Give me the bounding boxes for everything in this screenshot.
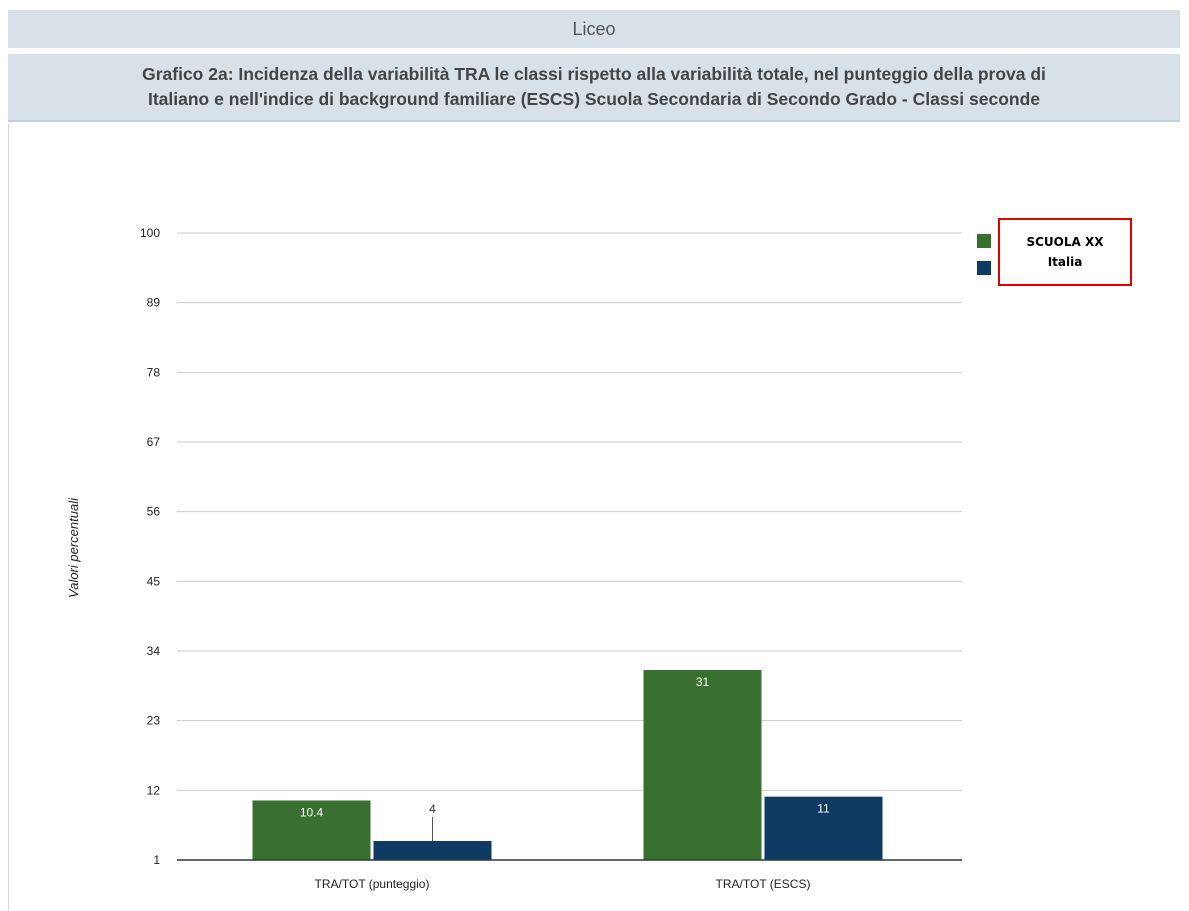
section-title: Liceo <box>572 18 616 39</box>
y-tick-label: 45 <box>147 574 161 588</box>
y-tick-label: 100 <box>140 226 160 240</box>
legend-label-scuola: SCUOLA XX <box>1026 235 1104 249</box>
bar <box>252 800 371 860</box>
y-tick-label: 34 <box>147 644 161 658</box>
y-tick-label: 12 <box>147 783 161 797</box>
bar <box>764 796 883 860</box>
y-axis-label: Valori percentuali <box>66 497 81 598</box>
legend-label-italia: Italia <box>1047 255 1083 269</box>
data-label: 31 <box>696 675 710 689</box>
chart-title: Grafico 2a: Incidenza della variabilità … <box>8 54 1180 122</box>
section-header: Liceo <box>8 10 1180 48</box>
legend-swatch-italia <box>977 261 991 275</box>
x-tick-label: TRA/TOT (ESCS) <box>716 877 811 891</box>
chart-panel <box>8 124 1181 911</box>
axes: 100 89 78 67 56 45 34 23 12 1 TRA/TOT (punteggio) T… <box>140 226 962 891</box>
legend: SCUOLA XX Italia <box>998 218 1132 286</box>
bar <box>643 670 762 860</box>
y-tick-label: 89 <box>147 296 161 310</box>
legend-swatch-scuola <box>977 234 991 248</box>
data-label: 10.4 <box>300 805 324 819</box>
bars: 10.4 4 31 11 <box>252 670 883 860</box>
x-tick-label: TRA/TOT (punteggio) <box>315 877 430 891</box>
y-tick-label: 56 <box>147 505 161 519</box>
data-label: 4 <box>429 802 436 816</box>
chart-title-line-2: Italiano e nell'indice di background fam… <box>147 89 1041 109</box>
data-label: 11 <box>817 802 830 816</box>
bar <box>373 841 492 860</box>
y-tick-label: 67 <box>147 435 161 449</box>
y-tick-label: 1 <box>153 853 160 867</box>
chart-title-line-1: Grafico 2a: Incidenza della variabilità … <box>142 64 1046 84</box>
y-tick-label: 78 <box>147 365 161 379</box>
y-tick-label: 23 <box>147 714 161 728</box>
grid-lines <box>177 232 962 791</box>
